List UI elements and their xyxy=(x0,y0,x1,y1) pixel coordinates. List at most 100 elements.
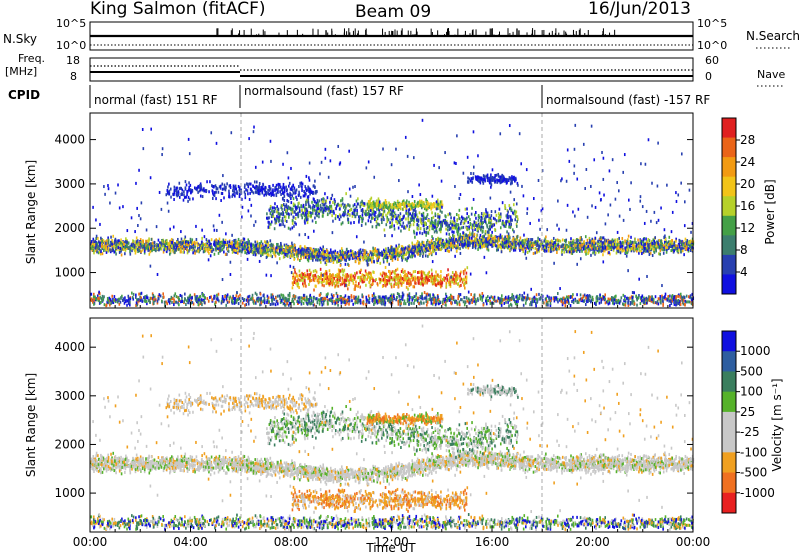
power-cell xyxy=(490,240,492,244)
power-cell xyxy=(502,241,504,245)
power-cell xyxy=(641,252,643,256)
power-cell xyxy=(209,246,212,250)
power-cell xyxy=(500,240,503,244)
power-cell xyxy=(361,199,363,203)
power-cell xyxy=(233,248,235,252)
power-cell xyxy=(565,238,568,242)
power-cell xyxy=(142,240,144,244)
power-cell xyxy=(504,206,506,210)
power-cell xyxy=(552,236,555,240)
power-cell xyxy=(111,244,113,248)
power-cell xyxy=(186,248,188,252)
power-cell xyxy=(445,281,448,285)
power-cell xyxy=(570,244,573,248)
power-cell xyxy=(486,246,488,250)
power-cell xyxy=(376,282,379,286)
power-cell xyxy=(463,217,466,221)
power-cell xyxy=(487,243,490,247)
power-cell xyxy=(458,217,461,221)
power-cell xyxy=(344,255,347,259)
power-cell xyxy=(389,250,392,254)
power-cell xyxy=(290,207,293,211)
power-cell xyxy=(430,245,433,249)
power-cell xyxy=(347,279,350,283)
power-cell xyxy=(315,201,318,205)
power-cell xyxy=(480,215,483,219)
power-cell xyxy=(458,243,461,247)
power-cell xyxy=(564,246,567,250)
power-cell xyxy=(267,248,270,252)
power-cell xyxy=(440,222,442,226)
power-cell xyxy=(120,249,122,253)
power-cell xyxy=(279,245,282,249)
power-cell xyxy=(524,249,527,253)
power-cell xyxy=(515,244,517,248)
power-cell xyxy=(398,251,401,255)
power-cell xyxy=(328,251,331,255)
power-cell xyxy=(284,215,287,219)
power-cell xyxy=(215,238,217,242)
power-cell xyxy=(179,244,182,248)
power-cell xyxy=(490,234,493,238)
power-cell xyxy=(248,248,250,252)
power-cell xyxy=(349,204,351,208)
power-cell xyxy=(115,247,118,251)
power-cell xyxy=(446,247,449,251)
power-cell xyxy=(567,245,570,249)
power-cell xyxy=(524,240,526,244)
power-cell xyxy=(407,287,409,291)
power-cell xyxy=(276,210,278,214)
power-cell xyxy=(150,242,153,246)
power-cell xyxy=(269,250,272,254)
power-cell xyxy=(404,257,407,261)
power-cell xyxy=(470,239,472,243)
power-cell xyxy=(455,281,457,285)
power-cell xyxy=(626,245,628,249)
power-cell xyxy=(236,241,239,245)
power-cell xyxy=(467,240,469,244)
power-cell xyxy=(646,240,648,244)
power-cell xyxy=(662,248,664,252)
power-cell xyxy=(109,244,111,248)
power-cell xyxy=(530,243,533,247)
power-cell xyxy=(427,254,429,258)
power-cell xyxy=(586,246,588,250)
power-cell xyxy=(304,216,307,220)
power-cell xyxy=(377,248,380,252)
power-cell xyxy=(469,243,471,247)
power-cell xyxy=(289,246,291,250)
power-cell xyxy=(210,249,212,253)
power-cell xyxy=(192,242,195,246)
power-cell xyxy=(522,250,525,254)
power-cell xyxy=(438,220,440,224)
power-cell xyxy=(381,207,383,211)
cpid-strip: CPID normal (fast) 151 RF normalsound (f… xyxy=(8,84,710,108)
power-cell xyxy=(485,210,487,214)
power-cell xyxy=(397,214,400,218)
power-cell xyxy=(132,242,135,246)
power-cell xyxy=(308,268,311,272)
power-cell xyxy=(177,237,179,241)
power-cell xyxy=(482,229,484,233)
power-cell xyxy=(414,206,416,210)
power-cell xyxy=(593,240,595,244)
power-cell xyxy=(305,218,308,222)
power-cell xyxy=(540,243,542,247)
power-cell xyxy=(96,250,98,254)
power-cell xyxy=(390,246,393,250)
power-cell xyxy=(507,238,510,242)
power-cell xyxy=(503,237,506,241)
power-cell xyxy=(647,249,650,253)
power-cell xyxy=(451,240,454,244)
power-cell xyxy=(325,262,328,266)
power-cell xyxy=(496,235,499,239)
power-cell xyxy=(359,275,362,279)
power-cell xyxy=(641,244,643,248)
power-cell xyxy=(575,241,578,245)
power-cell xyxy=(252,251,255,255)
power-cell xyxy=(603,249,606,253)
power-cell xyxy=(388,281,391,285)
power-cell xyxy=(654,236,657,240)
power-cell xyxy=(637,238,639,242)
power-cell xyxy=(309,246,311,250)
